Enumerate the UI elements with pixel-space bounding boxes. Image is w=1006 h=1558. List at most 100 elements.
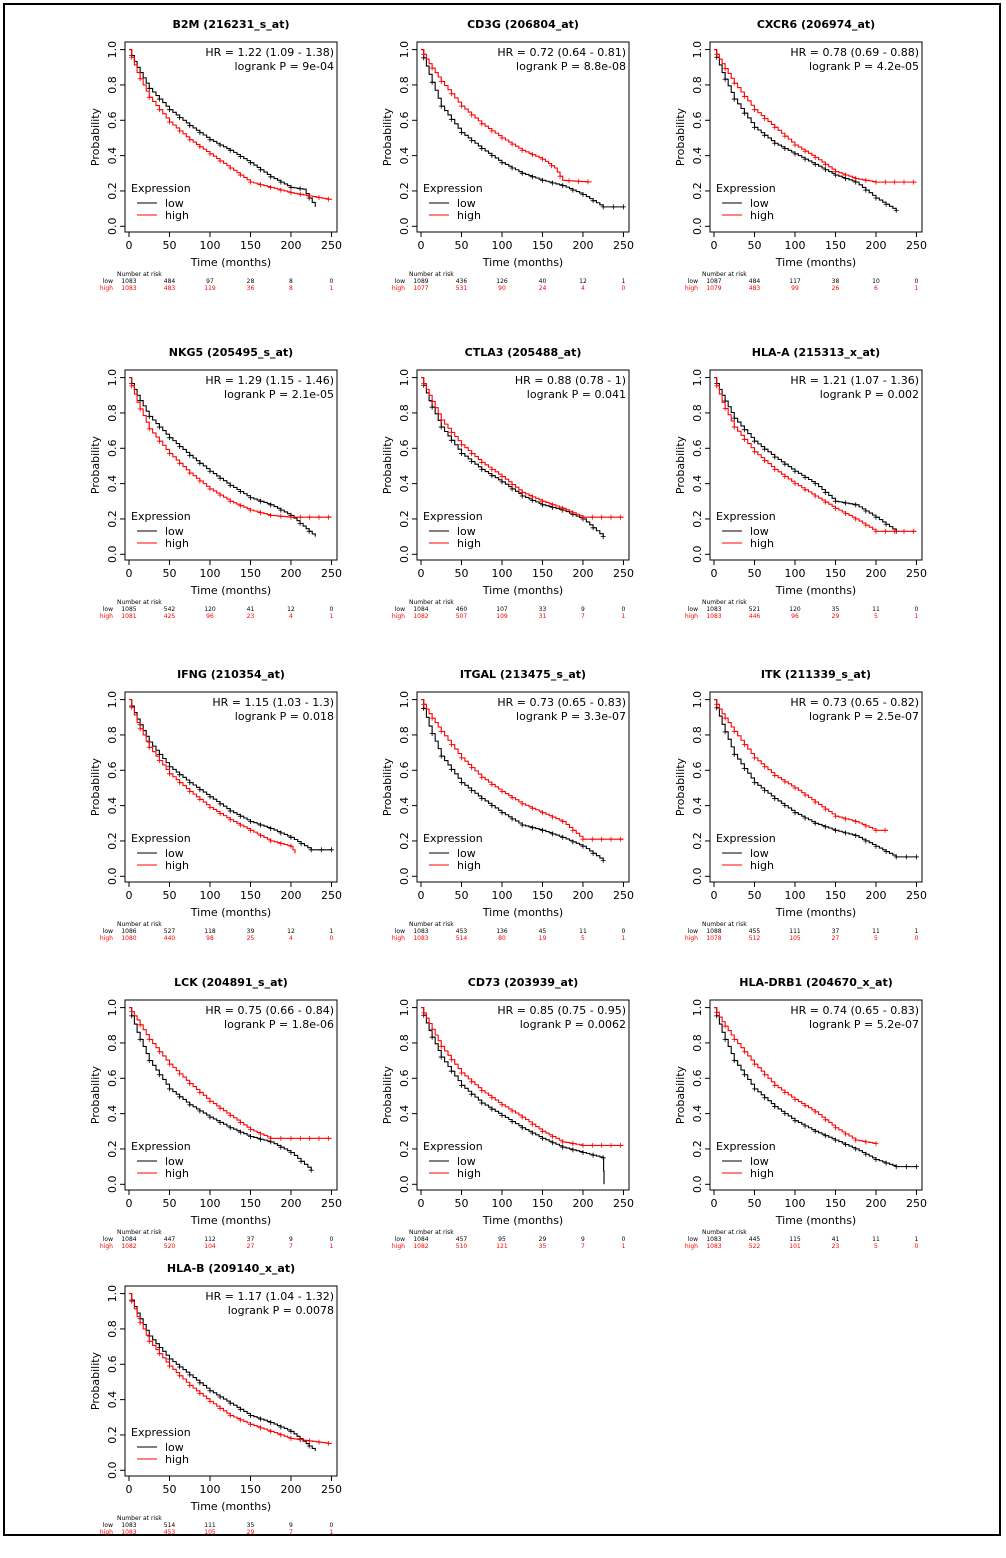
censor-mark xyxy=(448,1057,454,1063)
x-tick-label: 200 xyxy=(280,567,301,580)
censor-mark xyxy=(227,817,233,823)
x-tick-label: 150 xyxy=(532,239,553,252)
x-tick-label: 250 xyxy=(321,1483,342,1496)
risk-count: 0 xyxy=(330,935,334,942)
y-tick-label: 0.8 xyxy=(106,726,119,744)
legend-label: low xyxy=(457,1155,476,1168)
censor-mark xyxy=(297,186,303,192)
chart-title: LCK (204891_s_at) xyxy=(174,976,288,989)
chart-title: CXCR6 (206974_at) xyxy=(757,18,875,31)
censor-mark xyxy=(499,474,505,480)
censor-mark xyxy=(479,774,485,780)
y-tick-label: 0.6 xyxy=(398,112,411,130)
risk-count: 4 xyxy=(289,935,293,942)
censor-mark xyxy=(893,1164,899,1170)
risk-count: 8 xyxy=(289,285,293,292)
censor-mark xyxy=(429,65,435,71)
censor-mark xyxy=(288,1435,294,1441)
censor-mark xyxy=(217,475,223,481)
censor-mark xyxy=(617,836,623,842)
censor-mark xyxy=(600,1155,606,1161)
x-tick-label: 150 xyxy=(825,1197,846,1210)
censor-mark xyxy=(731,1036,737,1042)
y-tick-label: 0.6 xyxy=(398,1070,411,1088)
risk-count: 457 xyxy=(456,1236,468,1243)
censor-mark xyxy=(325,1135,331,1141)
x-tick-label: 50 xyxy=(454,889,468,902)
risk-count: 115 xyxy=(789,1236,801,1243)
censor-mark xyxy=(489,803,495,809)
risk-count: 1 xyxy=(330,613,334,620)
risk-count: 0 xyxy=(622,285,626,292)
censor-mark xyxy=(519,170,525,176)
censor-mark xyxy=(599,836,605,842)
censor-mark xyxy=(207,137,213,143)
censor-mark xyxy=(853,502,859,508)
censor-mark xyxy=(539,1135,545,1141)
censor-mark xyxy=(853,819,859,825)
legend-label: low xyxy=(750,847,769,860)
censor-mark xyxy=(539,827,545,833)
risk-count: 1087 xyxy=(706,278,721,285)
censor-mark xyxy=(268,1135,274,1141)
x-tick-label: 250 xyxy=(613,889,634,902)
censor-mark xyxy=(146,94,152,100)
x-tick-label: 250 xyxy=(321,889,342,902)
censor-mark xyxy=(580,514,586,520)
censor-mark xyxy=(792,481,798,487)
censor-mark xyxy=(883,521,889,527)
censor-mark xyxy=(741,742,747,748)
censor-mark xyxy=(792,785,798,791)
censor-mark xyxy=(448,437,454,443)
risk-count: 453 xyxy=(456,928,468,935)
censor-mark xyxy=(509,486,515,492)
survival-curve-low xyxy=(129,1293,316,1451)
legend-label: high xyxy=(165,1167,189,1180)
logrank-text: logrank P = 0.0062 xyxy=(520,1018,626,1031)
risk-table-label: Number at risk xyxy=(702,599,747,606)
km-panel: HLA-DRB1 (204670_x_at) 0.0 0.2 0.4 0.6 0.8 1.0… xyxy=(667,972,957,1272)
censor-mark xyxy=(731,424,737,430)
risk-count: 520 xyxy=(164,1243,176,1250)
censor-mark xyxy=(600,534,606,540)
risk-count: 1083 xyxy=(706,613,721,620)
plot-box xyxy=(124,1285,338,1477)
censor-mark xyxy=(499,135,505,141)
km-chart: IFNG (210354_at) 0.0 0.2 0.4 0.6 0.8 1.0 Probab… xyxy=(89,668,342,942)
censor-mark xyxy=(166,451,172,457)
censor-mark xyxy=(772,454,778,460)
censor-mark xyxy=(782,1089,788,1095)
censor-mark xyxy=(129,383,135,389)
plot-box xyxy=(416,999,630,1191)
risk-count: 107 xyxy=(496,606,508,613)
censor-mark xyxy=(782,461,788,467)
risk-count: 1083 xyxy=(121,285,136,292)
censor-mark xyxy=(166,1363,172,1369)
y-tick-label: 1.0 xyxy=(106,369,119,387)
risk-count: 12 xyxy=(287,928,295,935)
x-axis-label: Time (months) xyxy=(775,584,856,597)
censor-mark xyxy=(438,417,444,423)
censor-mark xyxy=(146,426,152,432)
x-tick-label: 150 xyxy=(532,567,553,580)
censor-mark xyxy=(227,1413,233,1419)
censor-mark xyxy=(258,510,264,516)
risk-count: 112 xyxy=(204,1236,216,1243)
censor-mark xyxy=(156,758,162,764)
censor-mark xyxy=(197,1108,203,1114)
x-tick-label: 0 xyxy=(126,1197,133,1210)
censor-mark xyxy=(570,510,576,516)
risk-count: 120 xyxy=(789,606,801,613)
censor-mark xyxy=(247,507,253,513)
risk-count: 90 xyxy=(498,285,506,292)
censor-mark xyxy=(489,466,495,472)
risk-count: 425 xyxy=(164,613,176,620)
censor-mark xyxy=(227,808,233,814)
x-tick-label: 150 xyxy=(240,239,261,252)
censor-mark xyxy=(307,193,313,199)
censor-mark xyxy=(217,142,223,148)
risk-count: 0 xyxy=(915,606,919,613)
censor-mark xyxy=(187,137,193,143)
x-tick-label: 0 xyxy=(126,1483,133,1496)
y-tick-label: 1.0 xyxy=(398,999,411,1017)
